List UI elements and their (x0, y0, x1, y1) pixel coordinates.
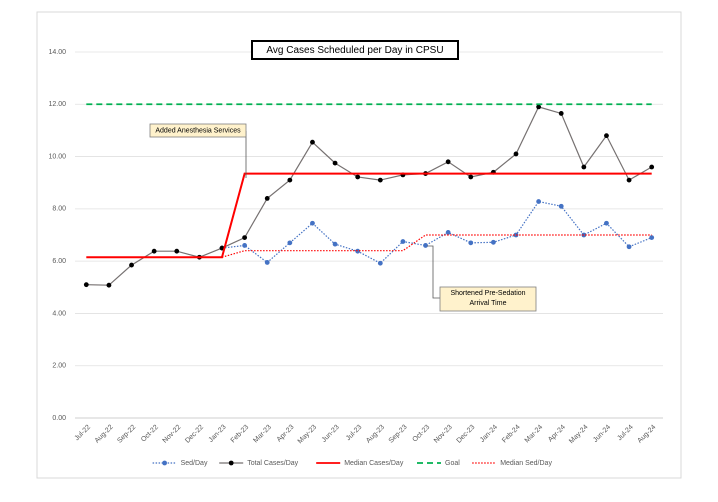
annotation: Shortened Pre-Sedation Arrival Time (450, 290, 526, 307)
point (400, 239, 406, 244)
annotation-wrap: Shortened Pre-Sedation Arrival Time (450, 290, 526, 307)
y-tick-label: 2.00 (52, 363, 66, 370)
point (649, 235, 655, 241)
y-tick-label: 12.00 (48, 101, 66, 108)
annotation-box (149, 123, 247, 138)
chart-border (36, 11, 682, 479)
legend-marker (162, 460, 168, 466)
point (242, 235, 248, 241)
series-line (86, 172, 652, 259)
point (490, 239, 496, 245)
y-tick-label: 0.00 (52, 415, 66, 422)
point (377, 177, 383, 183)
point (513, 151, 519, 157)
point (83, 282, 89, 288)
point (626, 244, 632, 250)
point (604, 220, 609, 226)
y-tick-label: 14.00 (48, 49, 66, 56)
point (581, 232, 587, 238)
point (649, 164, 655, 170)
annotation-leader (427, 245, 440, 299)
series-line (221, 234, 652, 258)
point (106, 282, 112, 288)
point (377, 260, 383, 266)
point (513, 232, 519, 238)
series-line (86, 106, 652, 286)
legend-label: Median Cases/Day (344, 460, 404, 467)
point (242, 243, 248, 248)
point (264, 260, 270, 265)
title-box (251, 40, 459, 60)
y-tick-label: 8.00 (52, 206, 66, 213)
point (445, 229, 451, 235)
legend-label: Median Sed/Day (500, 460, 552, 467)
point (264, 196, 270, 201)
point (468, 174, 474, 180)
point (174, 248, 180, 254)
y-tick-label: 10.00 (48, 153, 66, 160)
point (626, 177, 632, 183)
point (310, 139, 315, 145)
legend-label: Total Cases/Day (247, 460, 298, 467)
y-tick-label: 6.00 (52, 258, 66, 265)
point (355, 248, 361, 254)
annotation: Added Anesthesia Services (155, 127, 241, 134)
annotation-box (439, 286, 537, 312)
point (287, 177, 293, 183)
legend-label: Sed/Day (181, 460, 208, 467)
point (536, 104, 542, 110)
plot (83, 103, 655, 288)
point (558, 203, 564, 209)
point (558, 111, 564, 116)
point (151, 248, 157, 254)
point (332, 160, 338, 166)
point (332, 241, 338, 247)
point (287, 240, 293, 246)
point (604, 133, 609, 139)
y-tick-label: 4.00 (52, 310, 66, 317)
point (445, 159, 451, 165)
point (423, 243, 428, 248)
legend-label: Goal (445, 460, 460, 467)
point (355, 174, 361, 180)
legend-marker (228, 460, 234, 466)
point (129, 262, 134, 268)
legend: Sed/Day Total Cases/Day Median Cases/Day Go… (152, 460, 552, 467)
point (310, 220, 315, 226)
series-line (221, 200, 652, 264)
point (536, 199, 542, 204)
point (468, 240, 474, 246)
point (581, 164, 587, 170)
chart-title: Avg Cases Scheduled per Day in CPSU (266, 45, 443, 56)
